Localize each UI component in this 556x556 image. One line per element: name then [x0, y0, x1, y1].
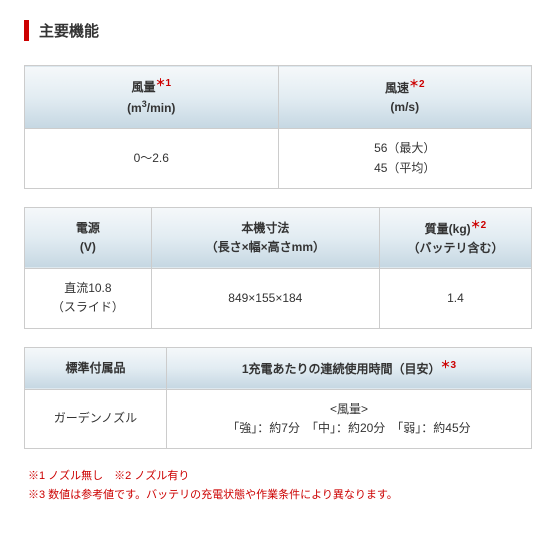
- table-row: 直流10.8 （スライド） 849×155×184 1.4: [25, 269, 532, 328]
- col-weight-header: 質量(kg)＊2 （バッテリ含む）: [379, 207, 531, 268]
- col-runtime-header: 1充電あたりの連続使用時間（目安）＊3: [166, 347, 531, 389]
- spec-table-3: 標準付属品 1充電あたりの連続使用時間（目安）＊3 ガーデンノズル <風量> 「…: [24, 347, 532, 450]
- col-dimensions-header: 本機寸法 （長さ×幅×高さmm）: [151, 207, 379, 268]
- spec-table-1: 風量＊1 (m3/min) 風速＊2 (m/s) 0〜2.6 56（最大） 45…: [24, 65, 532, 189]
- table-row: ガーデンノズル <風量> 「強」：約7分 「中」：約20分 「弱」：約45分: [25, 389, 532, 448]
- footnote-1: ※1 ノズル無し ※2 ノズル有り: [28, 467, 532, 486]
- cell-dimensions: 849×155×184: [151, 269, 379, 328]
- col-power-header: 電源 (V): [25, 207, 152, 268]
- cell-runtime: <風量> 「強」：約7分 「中」：約20分 「弱」：約45分: [166, 389, 531, 448]
- cell-speed: 56（最大） 45（平均）: [278, 129, 532, 188]
- cell-accessory: ガーデンノズル: [25, 389, 167, 448]
- footnote-2: ※3 数値は参考値です。バッテリの充電状態や作業条件により異なります。: [28, 486, 532, 505]
- col-speed-header: 風速＊2 (m/s): [278, 66, 532, 129]
- spec-table-2: 電源 (V) 本機寸法 （長さ×幅×高さmm） 質量(kg)＊2 （バッテリ含む…: [24, 207, 532, 329]
- col-airflow-header: 風量＊1 (m3/min): [25, 66, 279, 129]
- col-accessory-header: 標準付属品: [25, 347, 167, 389]
- footnotes: ※1 ノズル無し ※2 ノズル有り ※3 数値は参考値です。バッテリの充電状態や…: [24, 467, 532, 504]
- table-row: 0〜2.6 56（最大） 45（平均）: [25, 129, 532, 188]
- cell-airflow: 0〜2.6: [25, 129, 279, 188]
- cell-power: 直流10.8 （スライド）: [25, 269, 152, 328]
- cell-weight: 1.4: [379, 269, 531, 328]
- section-title: 主要機能: [24, 20, 532, 41]
